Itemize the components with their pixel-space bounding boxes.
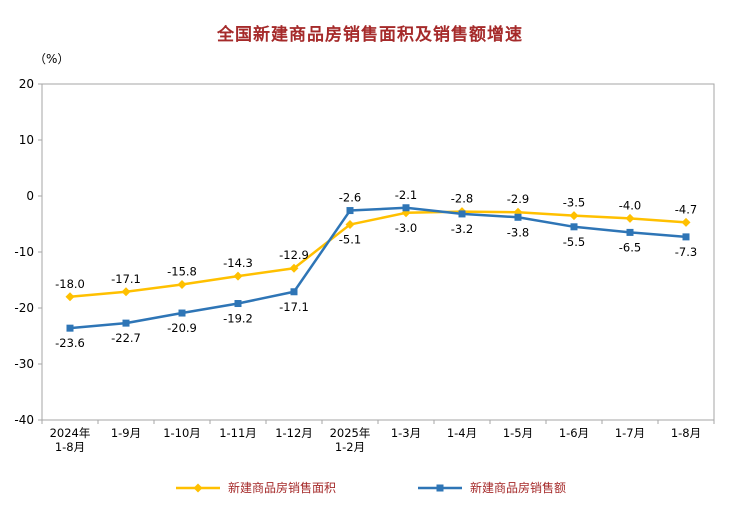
diamond-marker-icon	[233, 271, 243, 281]
square-marker-icon	[234, 300, 242, 308]
legend: 新建商品房销售面积 新建商品房销售额	[0, 479, 740, 496]
legend-item-sales-amount: 新建商品房销售额	[416, 479, 566, 496]
diamond-marker-icon	[121, 287, 131, 297]
square-marker-icon	[570, 223, 578, 231]
square-marker-icon	[122, 319, 130, 327]
x-tick-label: 1-11月	[219, 426, 257, 440]
data-label: -3.2	[451, 222, 473, 236]
x-tick-label: 1-6月	[559, 426, 589, 440]
diamond-marker-icon	[289, 263, 299, 273]
diamond-marker-icon	[569, 211, 579, 221]
data-label: -3.8	[507, 225, 529, 239]
square-marker-icon	[458, 210, 466, 218]
legend-marker-sales-amount-icon	[418, 484, 462, 491]
data-label: -3.5	[563, 196, 585, 210]
x-tick-label: 1-10月	[163, 426, 201, 440]
square-marker-icon	[626, 228, 634, 236]
legend-item-sales-area: 新建商品房销售面积	[174, 479, 336, 496]
data-label: -19.2	[223, 312, 253, 326]
diamond-marker-icon	[177, 279, 187, 289]
data-label: -3.0	[395, 221, 417, 235]
y-tick-label: 10	[19, 133, 34, 147]
data-label: -5.5	[563, 235, 585, 249]
y-tick-label: -10	[14, 245, 34, 259]
data-label: -2.9	[507, 192, 529, 206]
square-marker-icon	[66, 324, 74, 332]
diamond-marker-icon	[625, 213, 635, 223]
data-label: -4.7	[675, 202, 697, 216]
legend-marker-sales-area-icon	[175, 483, 220, 492]
y-tick-label: -20	[14, 301, 34, 315]
series-line-sales-area	[69, 210, 687, 299]
data-label: -5.1	[339, 233, 361, 247]
legend-square-icon	[436, 484, 444, 491]
legend-label-sales-area: 新建商品房销售面积	[227, 481, 336, 495]
data-label: -20.9	[167, 321, 197, 335]
x-tick-label: 2025年 1-2月	[330, 426, 371, 454]
legend-label-sales-amount: 新建商品房销售额	[470, 481, 567, 495]
chart-title: 全国新建商品房销售面积及销售额增速	[217, 25, 523, 45]
data-label: -23.6	[55, 336, 85, 350]
data-label: -6.5	[619, 240, 641, 254]
x-tick-label: 1-9月	[111, 426, 141, 440]
series-line-sales-amount	[69, 206, 687, 330]
data-label: -14.3	[223, 256, 253, 270]
square-marker-icon	[346, 207, 354, 215]
data-label: -2.1	[395, 188, 417, 202]
diamond-marker-icon	[681, 217, 691, 227]
data-label: -17.1	[279, 300, 309, 314]
data-label: -2.8	[451, 192, 473, 206]
y-axis-unit-label: （%）	[34, 52, 70, 66]
data-label: -22.7	[111, 331, 141, 345]
x-tick-label: 1-3月	[391, 426, 421, 440]
plot-border	[41, 83, 715, 421]
square-marker-icon	[290, 288, 298, 296]
y-tick-label: 0	[26, 189, 34, 203]
x-tick-label: 2024年 1-8月	[50, 426, 91, 454]
data-label: -15.8	[167, 264, 197, 278]
y-tick-label: -30	[14, 357, 34, 371]
data-label: -17.1	[111, 272, 141, 286]
legend-diamond-icon	[193, 483, 203, 492]
x-tick-label: 1-7月	[615, 426, 645, 440]
data-label: -18.0	[55, 277, 85, 291]
square-marker-icon	[514, 213, 522, 221]
data-label: -12.9	[279, 248, 309, 262]
square-marker-icon	[178, 309, 186, 317]
x-tick-label: 1-5月	[503, 426, 533, 440]
y-tick-label: -40	[14, 413, 34, 427]
data-label: -7.3	[675, 245, 697, 259]
x-tick-label: 1-4月	[447, 426, 477, 440]
diamond-marker-icon	[65, 292, 75, 302]
data-label: -4.0	[619, 198, 641, 212]
y-tick-label: 20	[19, 77, 34, 91]
data-label: -2.6	[339, 191, 361, 205]
x-tick-label: 1-12月	[275, 426, 313, 440]
square-marker-icon	[682, 233, 690, 241]
diamond-marker-icon	[345, 220, 355, 230]
x-tick-label: 1-8月	[671, 426, 701, 440]
square-marker-icon	[402, 204, 410, 212]
